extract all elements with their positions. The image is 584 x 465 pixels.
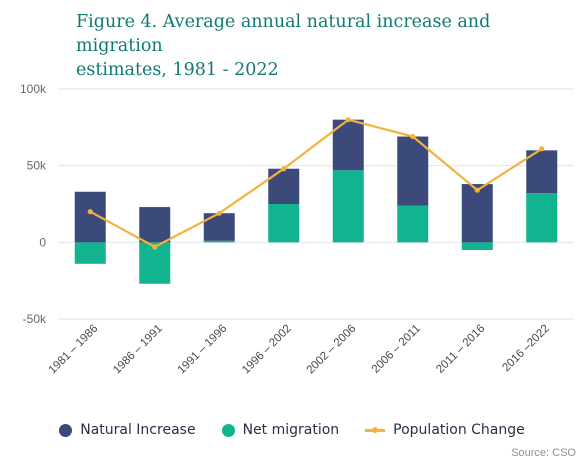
x-tick-label: 2006 – 2011 — [370, 323, 423, 376]
chart-legend: Natural Increase Net migration Populatio… — [0, 418, 584, 442]
legend-label-net-migration: Net migration — [242, 422, 340, 438]
y-tick-label: -50k — [23, 312, 47, 326]
bar-net-migration — [526, 193, 558, 243]
population-change-series-line — [89, 118, 543, 248]
y-tick-label: 100k — [20, 82, 47, 96]
y-tick-label: 0 — [39, 235, 46, 249]
x-tick-label: 2011 – 2016 — [434, 323, 487, 376]
source-note: Source: CSO — [511, 447, 576, 459]
population-change-point — [539, 146, 545, 152]
population-change-point — [281, 166, 287, 172]
x-tick-label: 1996 – 2002 — [240, 323, 294, 377]
population-change-point — [152, 244, 158, 250]
bar-net-migration — [461, 242, 493, 250]
bar-natural-increase — [268, 168, 300, 204]
bar-net-migration — [397, 205, 429, 243]
chart-title: Figure 4. Average annual natural increas… — [76, 10, 576, 82]
population-change-line — [87, 117, 545, 250]
legend-swatch-net-migration — [221, 423, 235, 437]
population-change-point — [345, 117, 351, 123]
x-tick-label: 1981 – 1986 — [47, 323, 101, 377]
bar-natural-increase — [203, 213, 235, 241]
chart-title-line-2: estimates, 1981 - 2022 — [76, 60, 279, 80]
grid-lines — [58, 88, 574, 320]
y-axis-ticks: -50k 0 50k 100k — [20, 82, 47, 326]
bar-net-migration — [74, 242, 106, 264]
bar-net-migration — [203, 240, 235, 243]
legend-item-net-migration[interactable]: Net migration — [221, 422, 340, 438]
bar-net-migration — [268, 204, 300, 243]
x-tick-label: 2016 –2022 — [500, 323, 551, 374]
legend-item-natural-increase[interactable]: Natural Increase — [59, 422, 196, 438]
x-tick-label: 1991 – 1996 — [176, 323, 230, 377]
bar-natural-increase — [461, 184, 493, 243]
x-tick-label: 2002 – 2006 — [305, 323, 359, 377]
bar-net-migration — [332, 170, 364, 243]
bar-natural-increase — [139, 207, 171, 243]
x-tick-label: 1986 – 1991 — [111, 323, 165, 377]
bars — [74, 119, 558, 284]
population-change-point — [410, 133, 416, 140]
legend-item-population-change[interactable]: Population Change — [365, 422, 525, 438]
population-change-point — [87, 209, 93, 215]
legend-swatch-population-change — [365, 426, 386, 433]
bar-natural-increase — [397, 136, 429, 206]
population-change-point — [474, 187, 480, 193]
population-change-point — [216, 210, 222, 216]
chart-title-line-1: Figure 4. Average annual natural increas… — [76, 12, 491, 56]
bar-natural-increase — [526, 150, 558, 194]
chart-plot: -50k 0 50k 100k 1981 – 1986 1986 – 1991 1991 … — [20, 82, 574, 377]
legend-label-population-change: Population Change — [393, 422, 525, 438]
legend-label-natural-increase: Natural Increase — [80, 422, 196, 438]
legend-swatch-natural-increase — [59, 423, 73, 437]
x-axis-ticks: 1981 – 1986 1986 – 1991 1991 – 1996 1996 – … — [47, 323, 552, 377]
y-tick-label: 50k — [27, 159, 47, 173]
